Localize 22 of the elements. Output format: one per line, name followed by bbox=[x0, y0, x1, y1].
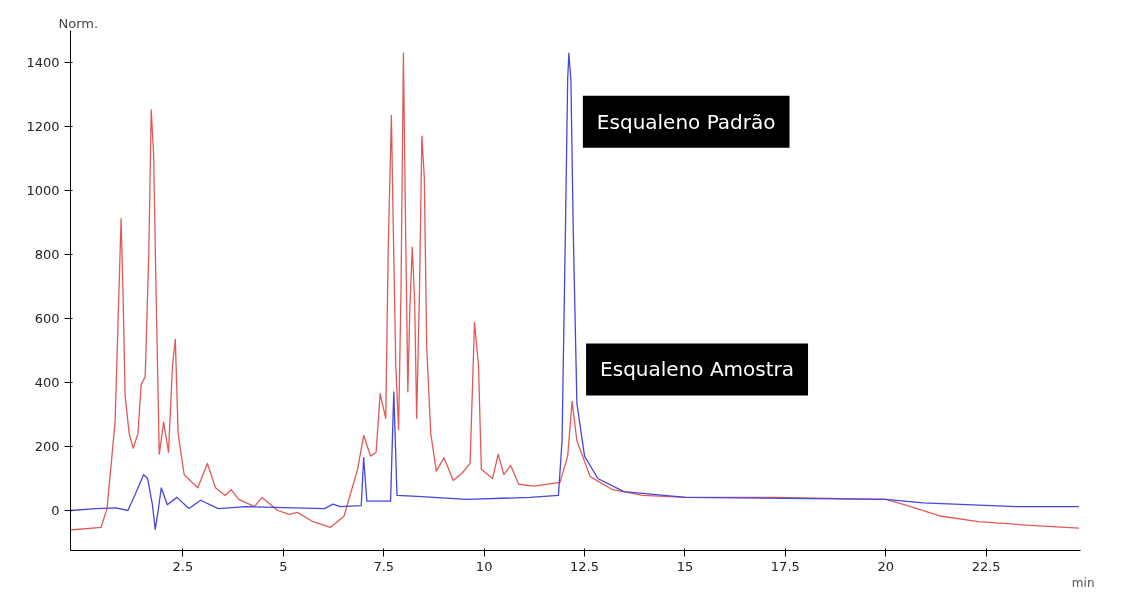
y-tick-label: 200 bbox=[34, 439, 60, 454]
x-tick-label: 20 bbox=[877, 558, 894, 574]
x-tick-label: 22.5 bbox=[971, 558, 1001, 574]
x-tick-label: 2.5 bbox=[172, 558, 194, 574]
x-axis-title: min bbox=[1071, 575, 1095, 590]
x-tick-label: 12.5 bbox=[570, 558, 600, 574]
y-tick-label: 600 bbox=[34, 311, 60, 326]
y-tick-label: 1400 bbox=[26, 55, 60, 70]
y-tick-label: 400 bbox=[34, 375, 60, 390]
y-tick-label: 1200 bbox=[26, 119, 60, 134]
y-tick-label: 800 bbox=[34, 247, 60, 262]
annotation: Esqualeno Amostra bbox=[600, 357, 795, 382]
x-tick-label: 7.5 bbox=[373, 558, 395, 574]
y-axis-title: Norm. bbox=[58, 15, 99, 31]
x-tick-label: 15 bbox=[676, 558, 694, 574]
annotation: Esqualeno Padrão bbox=[596, 109, 776, 134]
y-tick-label: 0 bbox=[51, 503, 60, 518]
line-series bbox=[70, 52, 1080, 531]
x-tick-label: 17.5 bbox=[770, 558, 800, 574]
x-tick-label: 10 bbox=[475, 558, 493, 574]
x-tick-label: 5 bbox=[279, 558, 288, 574]
y-tick-label: 1000 bbox=[26, 183, 60, 198]
